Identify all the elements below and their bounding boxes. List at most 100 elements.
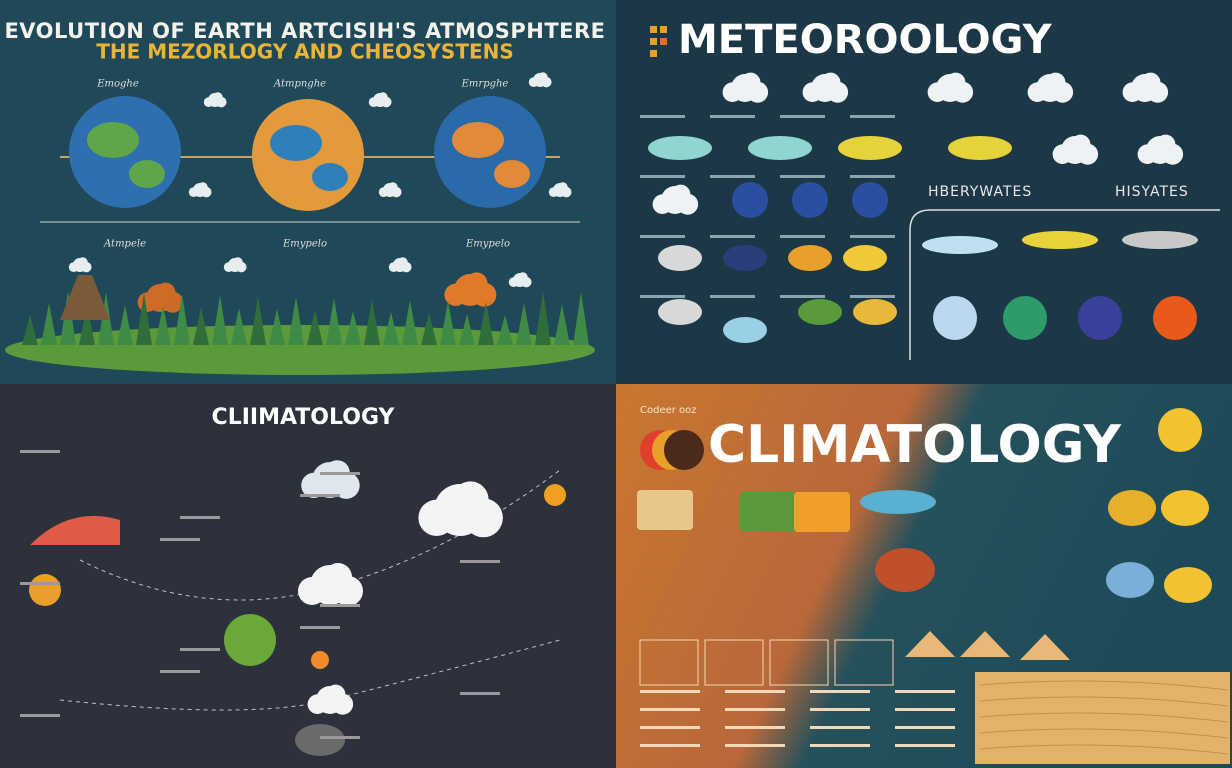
tree [364, 299, 380, 345]
tree [421, 313, 437, 345]
text-line [640, 175, 685, 178]
map-card [639, 639, 699, 686]
text-line [850, 175, 895, 178]
sphere [933, 296, 977, 340]
text-line [160, 670, 200, 673]
flow-line [59, 639, 561, 711]
text-line [780, 115, 825, 118]
tree [41, 303, 57, 345]
tree [516, 303, 532, 345]
text-line [810, 690, 870, 693]
cloud [377, 92, 388, 103]
tree [535, 291, 551, 345]
text-line [725, 690, 785, 693]
text-line [780, 295, 825, 298]
text-line [640, 690, 700, 693]
cloud [212, 92, 223, 103]
text-line [180, 648, 220, 651]
text-line [710, 175, 755, 178]
text-line [320, 472, 360, 475]
text-line [160, 538, 200, 541]
text-line [810, 708, 870, 711]
text-line [300, 494, 340, 497]
continent [270, 125, 322, 161]
weather-icon [658, 245, 702, 271]
zone-icon [1106, 562, 1154, 598]
globe-label: Emoghe [96, 79, 139, 90]
cloud [388, 262, 399, 272]
stage-label: Emypelo [465, 239, 510, 250]
storm-cloud [948, 136, 1012, 160]
text-line [640, 115, 685, 118]
storm [792, 182, 828, 218]
pyramid [1020, 634, 1070, 660]
logo-block [650, 38, 657, 45]
weather-icon [723, 245, 767, 271]
cloud [1140, 72, 1161, 93]
cloud [740, 72, 761, 93]
sphere [1003, 296, 1047, 340]
zone-icon [1108, 490, 1156, 526]
panel-title: CLIIMATOLOGY [212, 405, 396, 430]
text-line [320, 736, 360, 739]
zone-card [794, 492, 850, 532]
storm-cloud [648, 136, 712, 160]
cloud [378, 187, 389, 198]
cloud [927, 82, 948, 102]
text-line [725, 726, 785, 729]
tree [307, 310, 323, 345]
text-line [640, 235, 685, 238]
cloud [1052, 144, 1073, 164]
cloud [1027, 82, 1048, 102]
cloud [1122, 82, 1143, 102]
weather-icon [843, 245, 887, 271]
continent [452, 122, 504, 158]
cloud [418, 499, 455, 536]
globe-label: Emrpghe [461, 79, 509, 90]
weather-icon [798, 299, 842, 325]
logo-circle [664, 430, 704, 470]
text-line [895, 744, 955, 747]
cloud [232, 257, 243, 268]
cloud [802, 82, 823, 102]
logo-block [650, 50, 657, 57]
sand-ripple [979, 728, 1229, 739]
text-line [320, 604, 360, 607]
cloud [517, 272, 528, 283]
divider [909, 209, 1220, 360]
hill [30, 515, 120, 545]
cloud [301, 472, 327, 498]
tree [193, 307, 209, 345]
tree [478, 302, 494, 345]
wave [1022, 231, 1098, 249]
text-line [780, 175, 825, 178]
text-line [780, 235, 825, 238]
sand-ripple [979, 680, 1229, 691]
zone-icon [1164, 567, 1212, 603]
cloud [77, 257, 88, 268]
panel-caption: Codeer ooz [640, 405, 697, 416]
cloud [203, 97, 214, 107]
stage-label: Atmpele [103, 239, 146, 250]
storm-cloud [838, 136, 902, 160]
cloud [670, 184, 691, 205]
text-line [850, 295, 895, 298]
cloud [325, 684, 346, 705]
zone-card [637, 490, 693, 530]
cloud [652, 194, 673, 214]
cloud [137, 292, 158, 313]
tree [136, 293, 152, 345]
tree [212, 295, 228, 345]
cloud [397, 257, 408, 268]
cloud [307, 694, 328, 714]
continent [312, 163, 348, 191]
text-line [20, 582, 60, 585]
cloud [945, 72, 966, 93]
sand-ripple [979, 696, 1229, 707]
continent [129, 160, 165, 188]
text-line [810, 726, 870, 729]
text-line [640, 744, 700, 747]
wave [1122, 231, 1198, 249]
